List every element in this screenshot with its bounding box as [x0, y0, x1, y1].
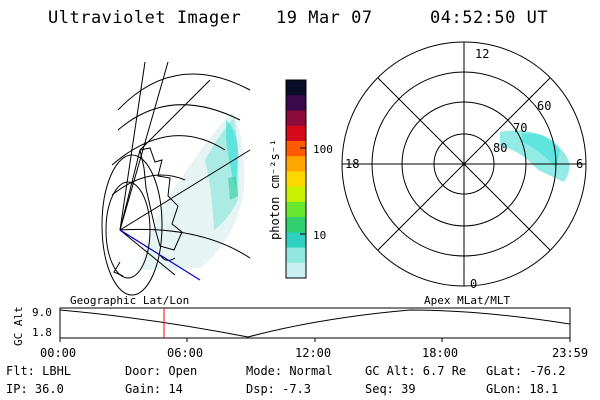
lat-label-60: 60	[537, 99, 551, 113]
colorbar-band	[286, 95, 306, 112]
observation-time: 04:52:50 UT	[430, 8, 549, 28]
info-seq: Seq: 39	[365, 382, 416, 396]
info-glon: GLon: 18.1	[486, 382, 559, 396]
timeline-right-title: Apex MLat/MLT	[424, 294, 510, 307]
colorbar-band	[286, 186, 306, 203]
timeline-xtick-1200: 12:00	[295, 346, 331, 360]
info-gain: Gain: 14	[125, 382, 183, 396]
timeline-frame	[59, 307, 571, 339]
colorbar-band	[286, 262, 306, 279]
nav-track-line	[119, 229, 201, 281]
colorbar-gradient	[286, 80, 306, 279]
colorbar-band	[286, 125, 306, 142]
colorbar-band	[286, 201, 306, 218]
colorbar-band	[286, 156, 306, 172]
colorbar-band	[286, 110, 306, 127]
app-title: Ultraviolet Imager	[48, 8, 242, 28]
colorbar-band	[286, 232, 306, 249]
timeline-xtick-2359: 23:59	[552, 346, 588, 360]
colorbar-band	[286, 217, 306, 233]
lat-label-80: 80	[493, 141, 507, 155]
altitude-curve	[59, 309, 571, 338]
mlt-label-18: 18	[345, 157, 359, 171]
mlt-label-0: 0	[470, 277, 477, 291]
timeline-left-title: Geographic Lat/Lon	[70, 294, 189, 307]
colorbar-tick-10: 10	[313, 229, 326, 242]
info-ip: IP: 36.0	[6, 382, 64, 396]
timeline-xtick-0600: 06:00	[167, 346, 203, 360]
map-grid	[101, 61, 251, 296]
timeline-ytick-bottom: 1.8	[32, 326, 52, 339]
colorbar-tick-100: 100	[313, 143, 333, 156]
colorbar-frame	[285, 79, 307, 279]
colorbar-unit-label: photon cm⁻²s⁻¹	[268, 139, 282, 240]
mlt-label-6: 6	[576, 157, 583, 171]
info-mode: Mode: Normal	[246, 364, 333, 378]
colorbar-band	[286, 171, 306, 188]
mlt-label-12: 12	[475, 47, 489, 61]
observation-date: 19 Mar 07	[276, 8, 373, 28]
timeline-ytick-top: 9.0	[32, 306, 52, 319]
info-door: Door: Open	[125, 364, 198, 378]
timeline-xtick-1800: 18:00	[422, 346, 458, 360]
colorbar-band	[286, 80, 306, 96]
info-filter: Flt: LBHL	[6, 364, 72, 378]
info-glat: GLat: -76.2	[486, 364, 566, 378]
timeline-ylabel: GC Alt	[12, 306, 25, 346]
info-gc-alt: GC Alt: 6.7 Re	[365, 364, 467, 378]
colorbar-band	[286, 140, 306, 157]
lat-label-70: 70	[513, 121, 527, 135]
info-dsp: Dsp: -7.3	[246, 382, 312, 396]
colorbar-band	[286, 247, 306, 264]
timeline-xtick-0000: 00:00	[40, 346, 76, 360]
